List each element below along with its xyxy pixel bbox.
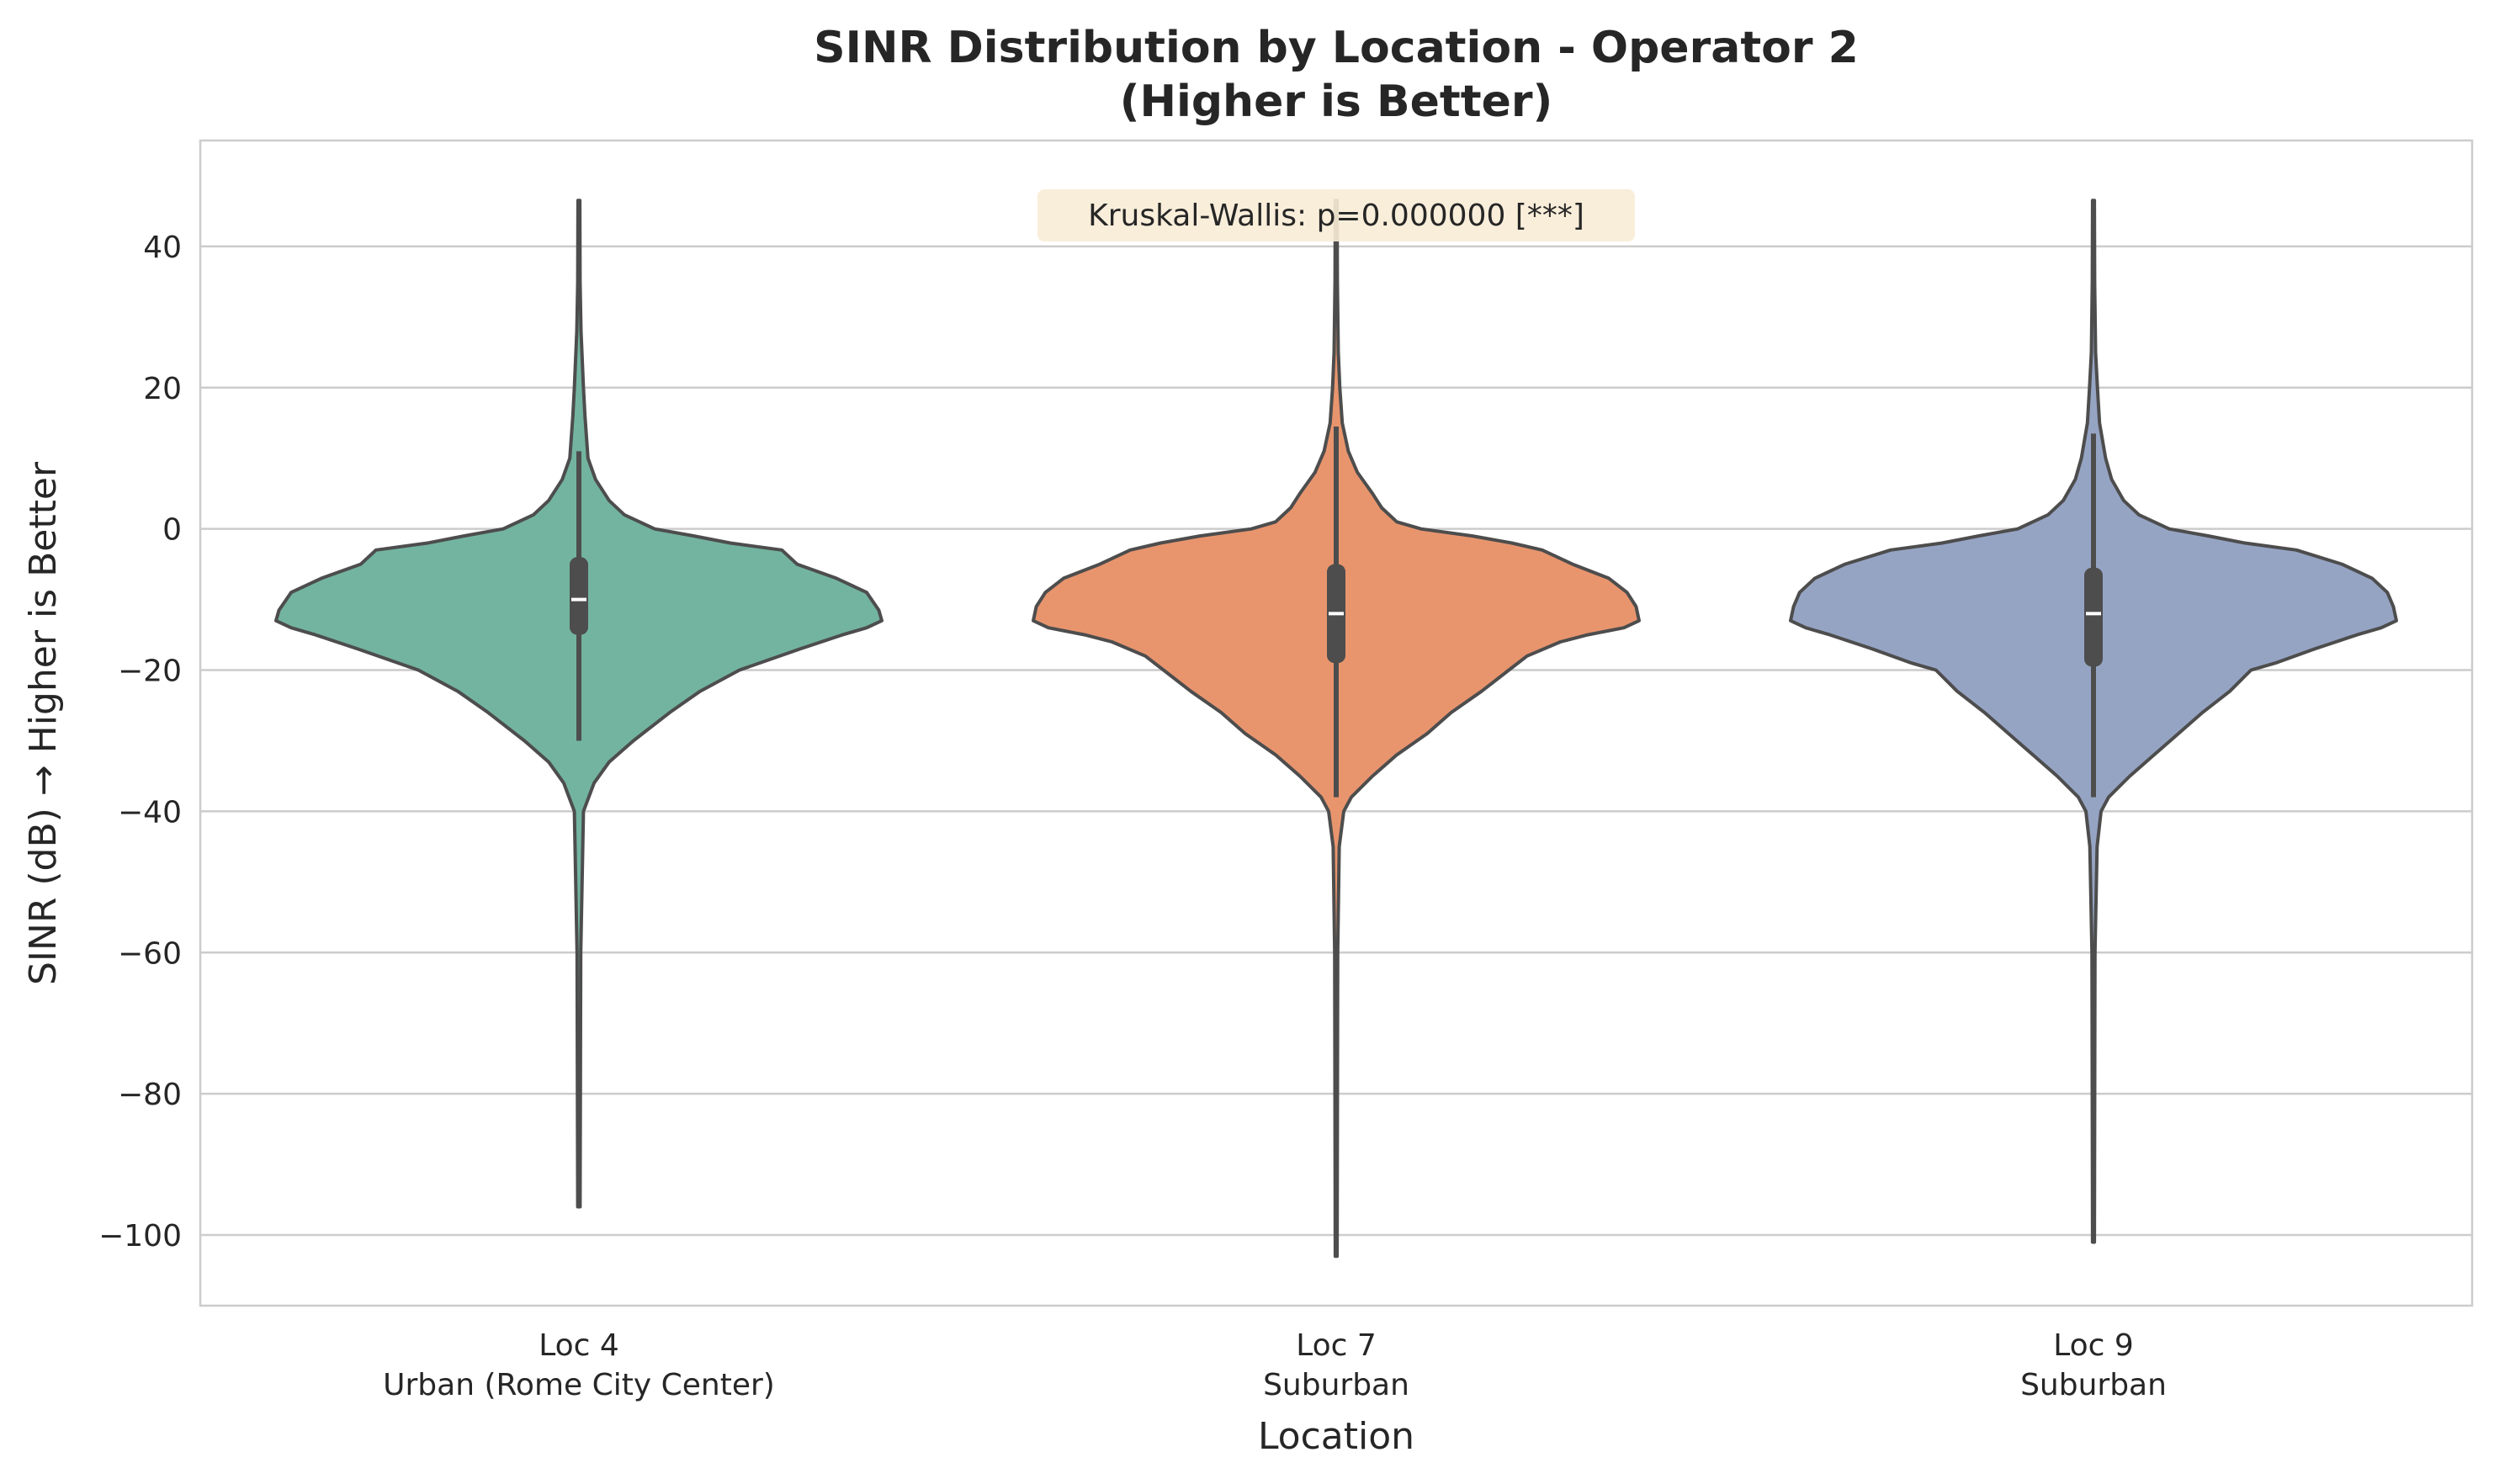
y-tick-label: −80 [118, 1078, 182, 1112]
annotation-box: Kruskal-Wallis: p=0.000000 [***] [1037, 189, 1635, 241]
x-tick-sublabel: Urban (Rome City Center) [383, 1368, 775, 1402]
x-tick-label: Loc 9 [2053, 1328, 2134, 1363]
x-axis-ticks: Loc 4 Urban (Rome City Center) Loc 7 Suburb… [383, 1328, 2167, 1402]
plot-frame [199, 139, 2474, 1307]
x-axis-label: Location [1258, 1415, 1414, 1458]
x-tick-sublabel: Suburban [2020, 1368, 2167, 1402]
y-tick-label: −20 [118, 655, 182, 689]
violins [274, 199, 2398, 1259]
y-tick-label: 0 [162, 513, 182, 548]
chart-subtitle: (Higher is Better) [1120, 77, 1553, 127]
violin-iqr-box [570, 557, 588, 635]
x-tick-label: Loc 7 [1296, 1328, 1377, 1363]
annotation-text: Kruskal-Wallis: p=0.000000 [***] [1088, 199, 1584, 233]
violin-loc-9 [1789, 199, 2398, 1244]
x-tick-sublabel: Suburban [1263, 1368, 1409, 1402]
y-axis-ticks: 40 20 0 −20 −40 −60 −80 −100 [98, 231, 182, 1253]
x-tick-label: Loc 4 [539, 1328, 619, 1363]
chart-title: SINR Distribution by Location - Operator… [814, 23, 1859, 73]
violin-iqr-box [2084, 567, 2103, 667]
y-tick-label: 20 [143, 372, 182, 406]
violin-loc-4 [274, 199, 884, 1209]
y-tick-label: −40 [118, 795, 182, 829]
annotation-background [1037, 189, 1635, 241]
y-tick-label: −100 [98, 1219, 182, 1253]
y-tick-label: −60 [118, 936, 182, 971]
y-axis-label: SINR (dB) → Higher is Better [22, 461, 65, 985]
violin-loc-7 [1032, 199, 1641, 1259]
y-tick-label: 40 [143, 231, 182, 265]
